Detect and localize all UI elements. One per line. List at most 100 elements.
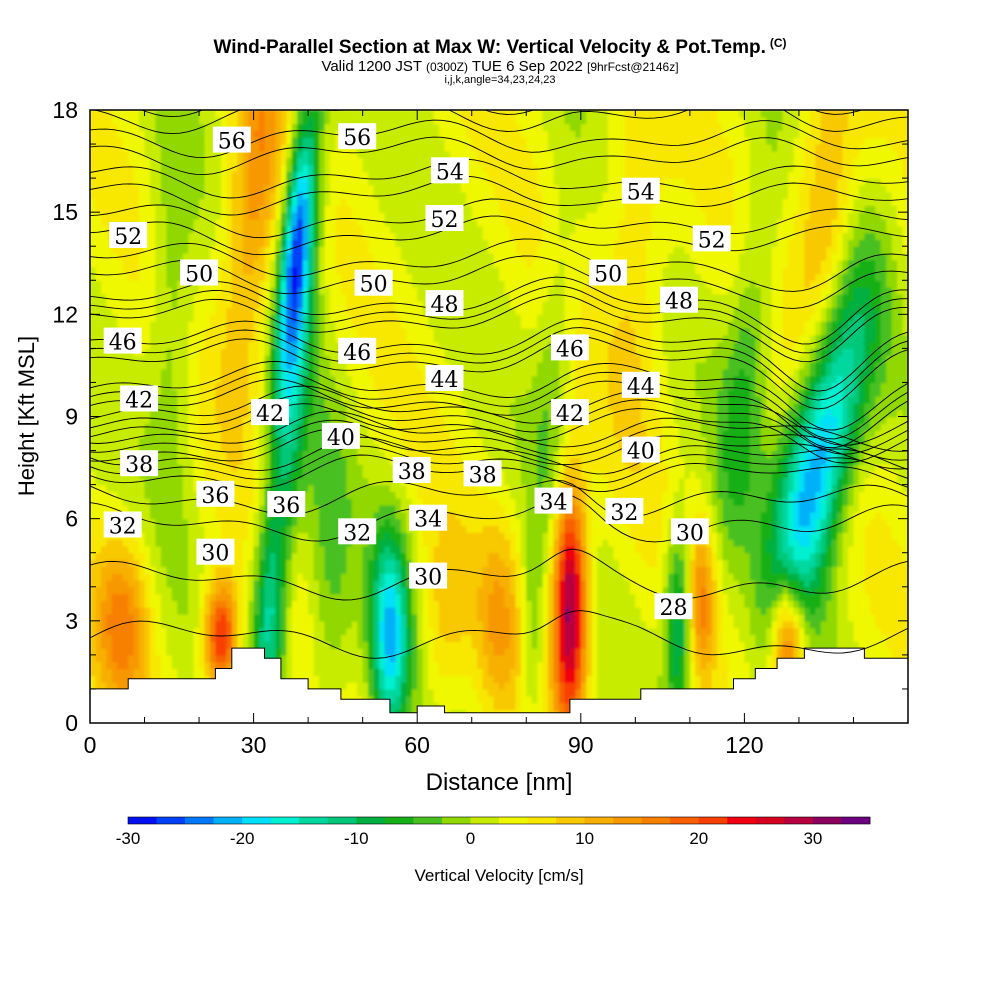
velocity-cell: [188, 648, 195, 656]
velocity-cell: [613, 600, 620, 608]
velocity-cell: [422, 661, 429, 670]
velocity-cell: [515, 593, 522, 601]
velocity-cell: [188, 661, 195, 670]
velocity-cell: [319, 682, 326, 690]
velocity-cell: [684, 579, 691, 588]
velocity-cell: [624, 566, 631, 574]
velocity-cell: [597, 648, 604, 656]
velocity-cell: [700, 600, 707, 608]
velocity-cell: [177, 545, 184, 554]
velocity-cell: [188, 634, 195, 642]
velocity-cell: [400, 661, 407, 670]
velocity-cell: [90, 607, 97, 615]
velocity-cell: [188, 579, 195, 588]
velocity-cell: [193, 648, 200, 656]
velocity-cell: [749, 573, 756, 581]
velocity-cell: [798, 634, 805, 642]
velocity-cell: [853, 505, 860, 513]
velocity-cell: [608, 566, 615, 574]
velocity-cell: [711, 552, 718, 561]
velocity-cell: [373, 552, 380, 561]
velocity-cell: [766, 614, 773, 622]
velocity-cell: [902, 593, 908, 601]
velocity-cell: [204, 573, 211, 581]
velocity-cell: [700, 675, 707, 683]
velocity-cell: [209, 600, 217, 608]
velocity-cell: [384, 552, 391, 561]
velocity-cell: [640, 675, 647, 683]
velocity-cell: [411, 614, 418, 622]
velocity-cell: [646, 668, 653, 676]
velocity-cell: [188, 518, 195, 527]
velocity-cell: [324, 525, 331, 533]
velocity-cell: [379, 505, 386, 513]
velocity-cell: [182, 573, 189, 581]
velocity-cell: [155, 505, 162, 513]
velocity-cell: [499, 695, 506, 704]
velocity-cell: [586, 661, 593, 670]
velocity-cell: [809, 607, 816, 615]
velocity-cell: [368, 505, 375, 513]
velocity-cell: [722, 593, 729, 601]
velocity-cell: [537, 532, 544, 540]
velocity-cell: [215, 641, 222, 649]
velocity-cell: [668, 648, 675, 656]
velocity-cell: [760, 600, 767, 608]
velocity-cell: [444, 627, 451, 636]
velocity-cell: [586, 627, 593, 636]
velocity-cell: [706, 668, 713, 676]
velocity-cell: [624, 648, 631, 656]
velocity-cell: [373, 641, 380, 649]
velocity-cell: [580, 586, 587, 595]
velocity-cell: [313, 525, 320, 533]
velocity-cell: [520, 607, 527, 615]
velocity-cell: [869, 559, 876, 567]
velocity-cell: [875, 518, 882, 527]
velocity-cell: [95, 641, 102, 649]
velocity-cell: [733, 600, 740, 608]
velocity-cell: [248, 579, 255, 588]
velocity-cell: [455, 586, 462, 595]
velocity-cell: [728, 511, 735, 520]
velocity-cell: [182, 620, 189, 629]
velocity-cell: [575, 525, 582, 533]
velocity-cell: [608, 654, 615, 663]
velocity-cell: [711, 593, 718, 601]
velocity-cell: [362, 634, 369, 642]
velocity-cell: [629, 654, 636, 663]
velocity-cell: [613, 607, 620, 615]
velocity-cell: [133, 586, 140, 595]
velocity-cell: [242, 627, 249, 636]
velocity-cell: [160, 573, 167, 581]
velocity-cell: [717, 559, 724, 567]
velocity-cell: [515, 505, 522, 513]
velocity-cell: [886, 573, 893, 581]
velocity-cell: [738, 661, 745, 670]
velocity-cell: [155, 525, 162, 533]
velocity-cell: [777, 511, 784, 520]
velocity-cell: [897, 552, 904, 561]
velocity-cell: [100, 682, 107, 690]
velocity-cell: [215, 620, 222, 629]
velocity-cell: [629, 648, 636, 656]
velocity-cell: [259, 566, 266, 574]
velocity-cell: [564, 552, 571, 561]
velocity-cell: [564, 532, 571, 540]
velocity-cell: [580, 505, 587, 513]
velocity-cell: [771, 648, 778, 656]
velocity-cell: [749, 518, 756, 527]
velocity-cell: [651, 627, 658, 636]
velocity-cell: [771, 593, 778, 601]
velocity-cell: [280, 532, 287, 540]
velocity-cell: [149, 539, 157, 547]
velocity-cell: [204, 532, 211, 540]
velocity-cell: [613, 614, 620, 622]
velocity-cell: [106, 641, 113, 649]
velocity-cell: [122, 675, 129, 683]
velocity-cell: [166, 532, 173, 540]
velocity-cell: [389, 627, 396, 636]
velocity-cell: [624, 579, 631, 588]
velocity-cell: [449, 641, 456, 649]
velocity-cell: [351, 675, 358, 683]
velocity-cell: [313, 634, 320, 642]
